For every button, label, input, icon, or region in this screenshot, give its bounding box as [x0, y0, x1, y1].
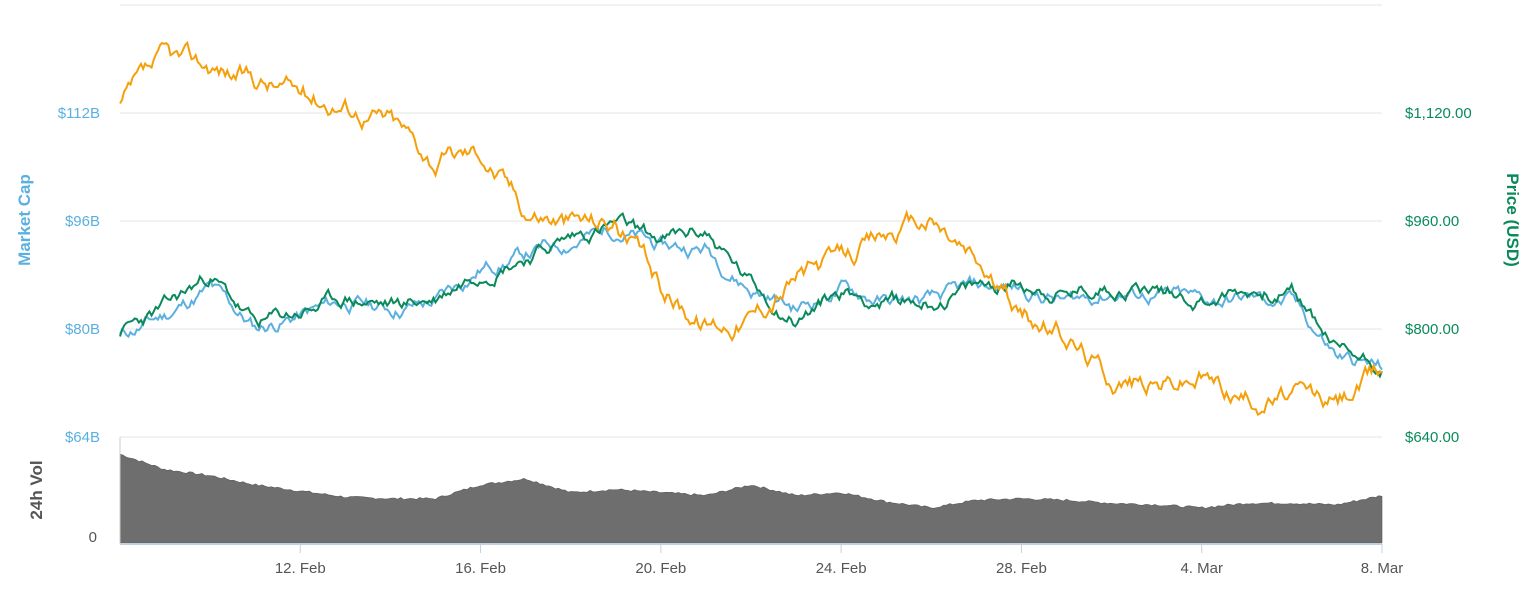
gridlines — [120, 4, 1382, 438]
price-axis-title: Price (USD) — [1503, 173, 1522, 267]
x-tick-label: 8. Mar — [1361, 560, 1404, 577]
market-cap-tick-label: $96B — [65, 213, 100, 230]
x-tick-label: 16. Feb — [455, 560, 506, 577]
volume-area — [119, 453, 1383, 544]
volume-axis-title: 24h Vol — [27, 460, 46, 519]
price-tick-label: $640.00 — [1405, 429, 1459, 446]
price-btc-series-line — [119, 40, 1383, 417]
market-cap-series-line — [119, 225, 1383, 371]
price-tick-label: $960.00 — [1405, 213, 1459, 230]
market-cap-tick-label: $80B — [65, 321, 100, 338]
x-tick-label: 28. Feb — [996, 560, 1047, 577]
price-tick-label: $800.00 — [1405, 321, 1459, 338]
price-usd-series-line — [119, 212, 1383, 379]
market-cap-tick-label: $112B — [58, 105, 100, 122]
x-tick-label: 4. Mar — [1180, 560, 1223, 577]
x-tick-label: 24. Feb — [816, 560, 867, 577]
axes: $64B $80B $96B $112B $640.00 $800.00 $960.00 $1… — [58, 105, 1472, 577]
x-tick-label: 12. Feb — [275, 560, 326, 577]
series-lines — [119, 40, 1383, 417]
volume-tick-label: 0 — [89, 529, 97, 546]
volume-series-area — [119, 453, 1383, 544]
market-cap-tick-label: $64B — [65, 429, 100, 446]
price-tick-label: $1,120.00 — [1405, 105, 1472, 122]
market-cap-axis-title: Market Cap — [15, 174, 34, 266]
x-tick-label: 20. Feb — [635, 560, 686, 577]
